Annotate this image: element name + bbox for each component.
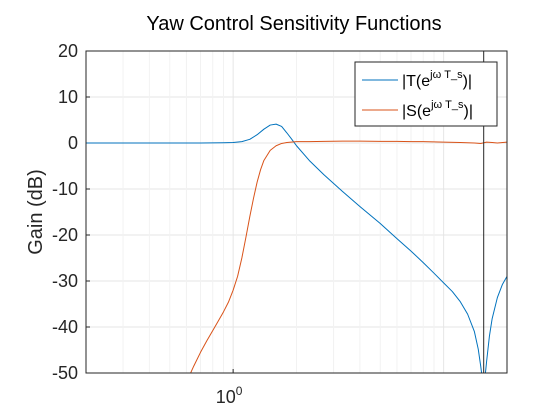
x-tick-label: 100 <box>216 384 243 407</box>
series-line-1 <box>190 140 507 373</box>
legend-label-0: |T(ejω T_s)| <box>402 69 472 90</box>
y-tick-label: -40 <box>52 317 78 337</box>
legend-label-1: |S(ejω T_s)| <box>402 99 473 120</box>
y-tick-label: 10 <box>58 87 78 107</box>
series-line-0 <box>86 123 507 373</box>
legend-box <box>354 61 498 127</box>
y-tick-label: -10 <box>52 179 78 199</box>
y-axis-label: Gain (dB) <box>25 169 47 255</box>
plot-frame <box>85 50 508 374</box>
x-axis-ticks: 100 <box>216 369 243 407</box>
y-tick-label: 20 <box>58 41 78 61</box>
legend: |T(ejω T_s)| |S(ejω T_s)| <box>354 61 498 127</box>
chart-title: Yaw Control Sensitivity Functions <box>146 13 441 35</box>
y-tick-label: -20 <box>52 225 78 245</box>
y-tick-label: 0 <box>68 133 78 153</box>
y-axis-ticks: 20 10 0 -10 -20 -30 -40 -50 <box>52 41 90 383</box>
y-tick-label: -30 <box>52 271 78 291</box>
y-tick-label: -50 <box>52 363 78 383</box>
